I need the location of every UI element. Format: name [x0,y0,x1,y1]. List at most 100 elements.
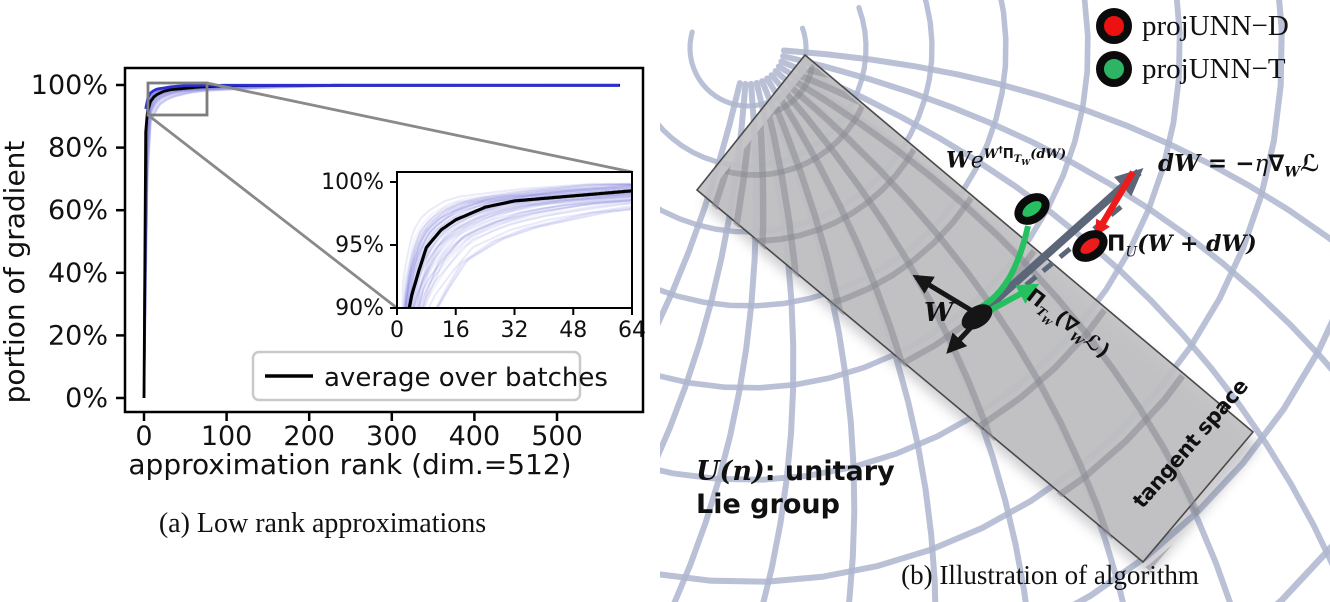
ensemble-curve-inset [423,202,631,307]
x-axis-label: approximation rank (dim.=512) [128,448,571,481]
projection-d-arrow [1094,170,1136,237]
ensemble-curve-inset [421,198,631,307]
ensemble-curve-inset [404,187,631,307]
ensemble-curve-inset [405,183,631,307]
x-tick-label: 200 [283,421,335,452]
ensemble-curve-inset [413,193,631,307]
grid-shadow-line [782,72,1260,571]
y-tick-label: 40% [48,258,108,289]
inset-y-tick-label: 90% [335,296,384,321]
unitary-group-label: U(n): unitary Lie group [696,456,895,521]
manifold-grid-line [660,80,743,327]
ensemble-curve-inset [406,185,631,307]
ensemble-curve-inset [402,183,631,307]
ensemble-curve-inset [414,192,631,307]
projection-u-equation: ΠU(W + dW) [1107,231,1257,261]
projunn-t-marker-icon [1096,51,1132,87]
main-ticks: 0 100 200 300 400 500 0% 20% 40% 60% 80% 100% [31,70,583,452]
ensemble-curve-inset [405,183,631,307]
ensemble-curve-inset [403,184,631,307]
ensemble-curve-inset [435,206,631,307]
ensemble-curve-inset [413,195,631,307]
ensemble-curve-inset [420,201,631,307]
y-tick-label: 100% [31,70,108,101]
average-curve-inset [407,189,631,307]
ensemble-curve-inset [436,208,631,307]
x-tick-label: 500 [531,421,583,452]
ensemble-curve-inset [436,207,631,307]
ensemble-curve-inset [412,195,631,307]
ensemble-curve-inset [415,197,631,307]
zoom-connector-top [206,81,633,174]
ensemble-curve-inset [416,197,631,307]
legend-label: average over batches [324,363,608,393]
ensemble-curve-inset [404,183,631,307]
tangent-basis-arrow-1 [912,274,976,315]
points [961,193,1108,330]
manifold-illustration-canvas [660,0,1330,602]
ensemble-curve-inset [413,195,631,307]
inset-x-tick-label: 48 [559,318,587,343]
ensemble-curve-inset [421,200,631,307]
inset-curves [401,182,631,307]
ensemble-curve-inset [411,194,631,307]
ensemble-curve-inset [415,193,631,307]
ensemble-curve-inset [405,188,631,307]
ensemble-curve-inset [417,196,631,307]
y-tick-label: 20% [48,320,108,351]
grid-shadow-line [779,76,1161,571]
projunn-t-label: projUNN−T [1142,52,1286,85]
inset-x-tick-label: 32 [501,318,529,343]
ensemble-curve-inset [422,202,631,307]
ensemble-curve-inset [424,200,631,307]
legend-item-projunn-d: projUNN−D [1096,8,1289,44]
manifold-grid-line [780,53,1330,373]
ensemble-curve-inset [401,182,631,307]
y-axis-label: portion of gradient [0,141,31,404]
ensemble-curve-inset [410,193,631,307]
ensemble-curve-inset [403,185,631,307]
ensemble-curve-inset [427,205,631,307]
ensemble-curve-inset [418,198,631,307]
w-point-marker [961,304,993,330]
ensemble-curve-inset [417,195,631,307]
inset-y-tick-label: 100% [321,170,384,195]
manifold-grid-line [660,80,749,459]
ensemble-curve-inset [404,186,631,307]
y-tick-label: 60% [48,195,108,226]
x-tick-label: 400 [449,421,501,452]
inset-ticks: 0 16 32 48 64 90% 95% 100% [321,170,646,343]
zoom-connector-bottom [147,113,398,310]
gradient-arrow-dW [974,167,1144,320]
ensemble-curve-inset [418,199,631,307]
ensemble-curve-inset [404,187,631,307]
ensemble-curve-inset [404,186,631,307]
zoom-box [146,81,209,117]
ensemble-curve-inset [403,183,631,307]
ensemble-curve-inset [421,199,631,307]
ensemble-curve-inset [418,199,631,307]
manifold-grid-line [660,0,1183,483]
caption-b: (b) Illustration of algorithm [901,560,1199,590]
ensemble-curve-inset [422,202,631,307]
w-point-label: W [924,298,954,328]
ensemble-curve-inset [419,198,631,307]
ensemble-curve-inset [406,185,631,307]
x-tick-label: 100 [201,421,253,452]
chart-legend: average over batches [251,350,608,402]
projunn-d-marker-icon [1096,8,1132,44]
ensemble-curve-inset [406,184,631,307]
projunn-d-point [1072,230,1108,262]
legend-item-projunn-t: projUNN−T [1096,51,1289,87]
projunn-t-point [1014,193,1050,225]
algorithm-illustration: projUNN−D projUNN−T WeW†ΠTW(dW) dW = −η∇… [660,0,1330,602]
ensemble-curve-inset [409,193,631,307]
manifold-grid-line [660,0,1009,309]
ensemble-curve-inset [404,183,631,307]
ensemble-curve-inset [437,208,631,307]
ensemble-curve-inset [409,192,631,307]
ensemble-curve-inset [412,194,631,307]
ensemble-curve-inset [411,194,631,307]
inset-y-tick-label: 95% [335,233,384,258]
inset-x-tick-label: 16 [442,318,470,343]
